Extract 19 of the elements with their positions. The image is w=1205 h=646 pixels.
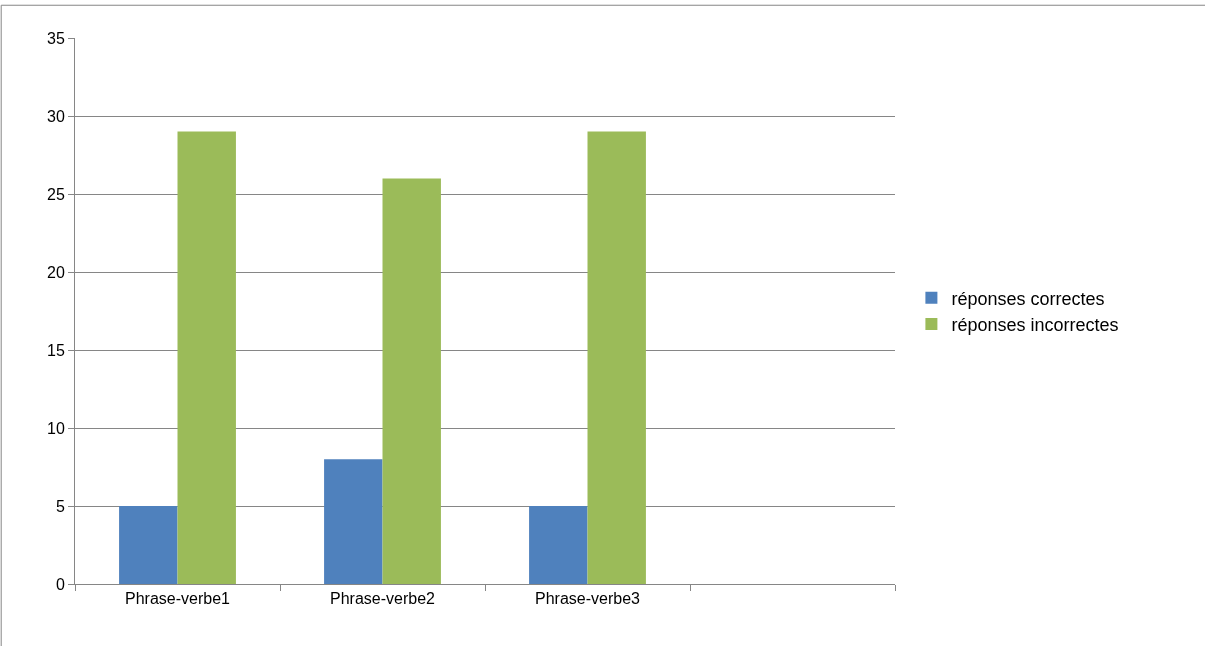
legend-label: réponses incorrectes	[951, 315, 1119, 336]
x-tick-label: Phrase-verbe2	[330, 590, 436, 608]
bar	[382, 178, 441, 584]
x-tick-label: Phrase-verbe1	[125, 590, 231, 608]
y-tick-label: 30	[47, 107, 65, 125]
bar	[529, 506, 588, 584]
x-tick-label: Phrase-verbe3	[535, 590, 641, 608]
y-tick-label: 0	[55, 575, 65, 593]
y-tick-label: 35	[47, 29, 65, 47]
y-tick-label: 10	[47, 419, 65, 437]
y-tick-label: 25	[47, 185, 65, 203]
bar	[119, 506, 178, 584]
legend-label: réponses correctes	[951, 288, 1105, 309]
y-tick-label: 5	[55, 497, 65, 515]
y-tick-label: 15	[47, 341, 65, 359]
bar	[587, 131, 646, 584]
bar	[324, 459, 383, 584]
y-tick-label: 20	[47, 263, 65, 281]
bar	[177, 131, 236, 584]
